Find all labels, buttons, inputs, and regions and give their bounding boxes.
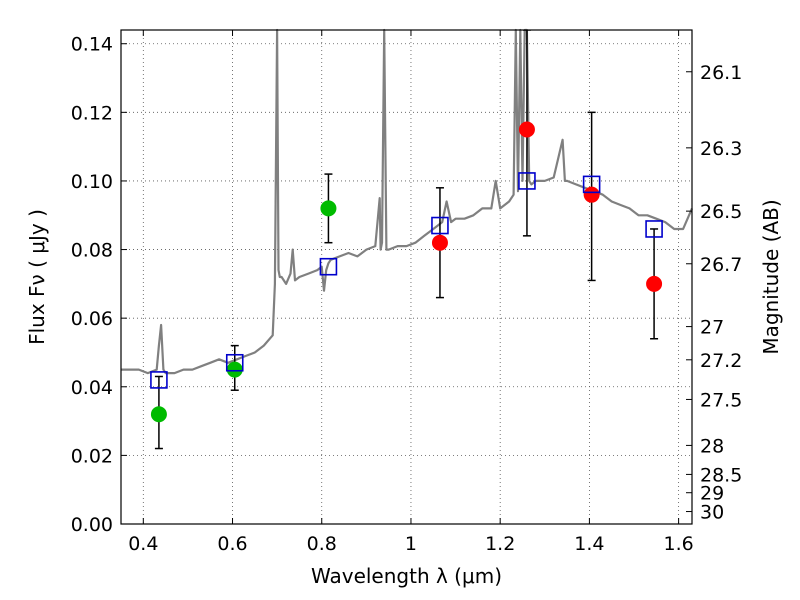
- data-point-circle: [646, 275, 663, 292]
- y-tick-label: 0.12: [71, 102, 113, 124]
- x-tick-label: 1: [405, 533, 417, 555]
- grid-lines: [121, 30, 692, 525]
- x-axis-label: Wavelength λ (μm): [311, 564, 502, 588]
- x-tick-label: 1.4: [574, 533, 604, 555]
- model-point-square: [645, 220, 663, 238]
- data-point-circle: [583, 186, 600, 203]
- y-tick-label: 0.14: [71, 34, 113, 56]
- data-point-circle: [431, 234, 448, 251]
- data-points-layer: [150, 30, 663, 450]
- model-point-square: [150, 371, 168, 389]
- model-point-square: [582, 175, 601, 194]
- right-tick-label: 26.1: [700, 62, 742, 84]
- model-point-square: [225, 353, 244, 372]
- right-tick-label: 27.5: [700, 389, 742, 411]
- y-tick-label: 0.10: [71, 171, 113, 193]
- x-tick-label: 0.6: [217, 533, 247, 555]
- right-tick-label: 29: [700, 483, 724, 505]
- right-tick-label: 28.5: [700, 464, 742, 486]
- right-tick-label: 27: [700, 317, 724, 339]
- model-point-square: [319, 257, 338, 276]
- x-tick-label: 1.6: [664, 533, 694, 555]
- right-tick-label: 27.2: [700, 350, 742, 372]
- model-point-square: [518, 172, 536, 190]
- y-tick-label: 0.04: [71, 377, 113, 399]
- x-tick-label: 0.4: [128, 533, 158, 555]
- right-tick-label: 28: [700, 435, 724, 457]
- x-tick-label: 1.2: [485, 533, 515, 555]
- data-point-circle: [518, 121, 535, 138]
- y-tick-label: 0.06: [71, 308, 113, 330]
- x-tick-label: 0.8: [307, 533, 337, 555]
- right-tick-label: 26.5: [700, 201, 742, 223]
- data-point-circle: [320, 200, 337, 217]
- right-tick-label: 26.3: [700, 138, 742, 160]
- data-point-circle: [150, 406, 167, 423]
- model-spectrum-line: [121, 28, 694, 375]
- right-tick-label: 30: [700, 502, 724, 524]
- right-axis-label: Magnitude (AB): [759, 199, 783, 354]
- y-tick-label: 0.08: [71, 240, 113, 262]
- model-point-square: [431, 216, 449, 235]
- y-tick-label: 0.02: [71, 445, 113, 467]
- spectrum-layer: [121, 28, 694, 375]
- y-axis-label: Flux Fν ( μJy ): [25, 209, 49, 345]
- data-point-circle: [226, 361, 243, 378]
- ticks-layer: 0.4 0.6 0.8 1 1.2 1.4 1.6 0.00 0.02 0.04 0.06 0.08 0…: [71, 30, 742, 555]
- plot-frame: [120, 29, 693, 525]
- y-tick-label: 0.00: [71, 514, 113, 536]
- right-tick-label: 26.7: [700, 254, 742, 276]
